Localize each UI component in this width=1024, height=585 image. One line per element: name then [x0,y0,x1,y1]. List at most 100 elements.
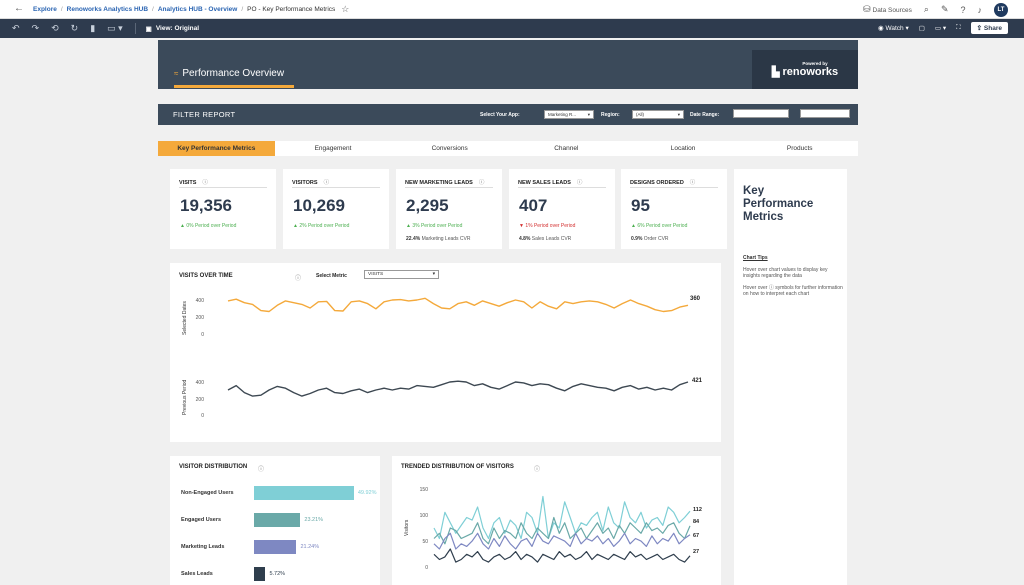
kpi-card: VISITORS ⓘ 10,269 ▲ 2% Period over Period [283,169,389,249]
visits-over-time-chart [227,297,689,397]
favorite-star-icon[interactable]: ☆ [341,3,350,14]
device-icon[interactable]: ▭ ▾ [107,23,123,33]
tab-channel[interactable]: Channel [554,145,579,152]
info-icon[interactable]: ⓘ [478,180,485,186]
date-end-input[interactable] [800,109,850,118]
info-icon[interactable]: ⓘ [576,180,583,186]
date-start-input[interactable] [733,109,789,118]
tab-engagement[interactable]: Engagement [314,145,352,152]
kpi-divider [179,187,267,188]
distribution-bar[interactable] [254,567,266,581]
app-select[interactable]: Marketing R... ▾ [544,110,594,119]
kpi-divider [518,187,606,188]
info-icon[interactable]: ⓘ [202,180,208,186]
distribution-row[interactable]: Engaged Users 23.21% [181,513,381,527]
dashboard-tabs: Key Performance Metrics Engagement Conve… [158,141,858,156]
house-logo-icon: ▙ [771,66,780,78]
region-select[interactable]: (All) ▾ [632,110,684,119]
distribution-value: 49.92% [357,490,377,496]
distribution-bar[interactable] [254,486,354,500]
distribution-bar[interactable] [254,513,301,527]
brand-name: ▙ renoworks [772,66,838,78]
breadcrumb-explore[interactable]: Explore [33,5,57,13]
view-icon: ▣ [145,25,152,33]
visitor-trend-line[interactable] [433,495,691,540]
breadcrumb-hub-overview[interactable]: Analytics HUB - Overview [157,5,238,13]
tab-key-performance-metrics[interactable]: Key Performance Metrics [158,141,275,156]
user-avatar[interactable]: LT [994,2,1008,17]
notification-bell-icon[interactable]: ♪ [977,4,983,15]
y-tick: 200 [195,315,204,321]
visitor-distribution-card: VISITOR DISTRIBUTION ⓘ Non-Engaged Users… [170,456,380,585]
revert-icon[interactable]: ⟲ [51,23,59,33]
info-icon[interactable]: ⓘ [534,467,541,473]
dropdown-arrow-icon: ▾ [432,272,435,277]
tab-conversions[interactable]: Conversions [431,145,468,152]
kpi-delta: ▲ 2% Period over Period [293,223,350,229]
breadcrumb: Explore / Renoworks Analytics HUB / Anal… [33,6,335,13]
distribution-row[interactable]: Sales Leads 5.72% [181,567,381,581]
breadcrumb-analytics-hub[interactable]: Renoworks Analytics HUB [66,5,149,13]
distribution-value: 21.24% [300,544,320,550]
y-tick: 0 [201,413,204,419]
refresh-icon[interactable]: ↻ [70,23,79,33]
dashboard-canvas: ≈ Performance Overview Powered by ▙ renow… [158,40,858,585]
y-tick: 50 [422,539,428,545]
view-original-button[interactable]: ▣ View: Original [146,25,199,33]
distribution-row[interactable]: Non-Engaged Users 49.92% [181,486,381,500]
kpi-value: 407 [519,196,548,215]
present-icon[interactable]: ▭ ▾ [934,25,947,32]
filter-title: FILTER REPORT [173,110,236,119]
breadcrumb-separator: / [60,5,63,13]
watch-button[interactable]: ◉ Watch ▾ [877,25,909,32]
previous-period-end-label: 421 [692,378,703,384]
comments-icon[interactable]: ▢ [918,25,925,32]
sidebar-title: Key Performance Metrics [743,185,814,223]
selected-dates-line[interactable] [227,297,689,313]
visitor-trend-line[interactable] [433,532,691,550]
edit-icon[interactable]: ✎ [940,4,949,14]
previous-period-line[interactable] [227,380,689,397]
share-button[interactable]: ⇪ Share [970,22,1008,34]
undo-icon[interactable]: ↶ [12,23,20,33]
date-range-label: Date Range: [690,111,720,118]
trended-distribution-card: TRENDED DISTRIBUTION OF VISITORS ⓘ Visit… [392,456,721,585]
kpi-title: VISITS ⓘ [179,178,208,186]
distribution-bar[interactable] [254,540,297,554]
data-sources-button[interactable]: ⛁ Data Sources [863,4,912,15]
help-icon[interactable]: ? [960,4,966,15]
kpi-delta: ▲ 0% Period over Period [180,223,237,229]
visitor-trend-line[interactable] [433,516,691,545]
kpi-card: VISITS ⓘ 19,356 ▲ 0% Period over Period [170,169,276,249]
kpi-subtext-value: 0.9% [631,236,643,242]
y-tick: 100 [419,513,428,519]
info-icon[interactable]: ⓘ [689,180,696,186]
distribution-value: 23.21% [304,517,324,523]
search-icon[interactable]: ⌕ [923,4,929,14]
app-filter-label: Select Your App: [480,111,520,118]
info-icon[interactable]: ⓘ [295,276,302,282]
kpi-subtext-value: 22.4% [406,236,421,242]
kpi-title-text: VISITORS [292,180,318,186]
chart-tip-text: Hover over chart values to display key i… [743,266,828,280]
distribution-row[interactable]: Marketing Leads 21.24% [181,540,381,554]
metric-select[interactable]: VISITS ▾ [364,270,439,279]
breadcrumb-current: PO - Key Performance Metrics [247,5,336,13]
fullscreen-icon[interactable]: ⛶ [956,24,961,31]
page-title-text: Performance Overview [182,68,285,79]
brand-name-text: renoworks [782,66,839,78]
tab-location[interactable]: Location [670,145,696,152]
y-tick: 400 [195,298,204,304]
dropdown-arrow-icon: ▾ [587,111,590,117]
pause-icon[interactable]: ▮ [90,23,96,33]
visitor-trend-line[interactable] [433,548,691,563]
region-select-value: (All) [636,112,644,117]
tab-products[interactable]: Products [786,145,813,152]
info-icon[interactable]: ⓘ [323,180,330,186]
back-arrow-icon[interactable]: ← [14,3,24,14]
metric-select-value: VISITS [368,272,384,277]
info-icon[interactable]: ⓘ [258,467,265,473]
dashboard-toolbar: ↶ ↷ ⟲ ↻ ▮ ▭ ▾ ▣ View: Original ◉ Watch ▾ … [0,19,1024,38]
redo-icon[interactable]: ↷ [31,23,40,33]
region-filter-label: Region: [601,111,620,118]
